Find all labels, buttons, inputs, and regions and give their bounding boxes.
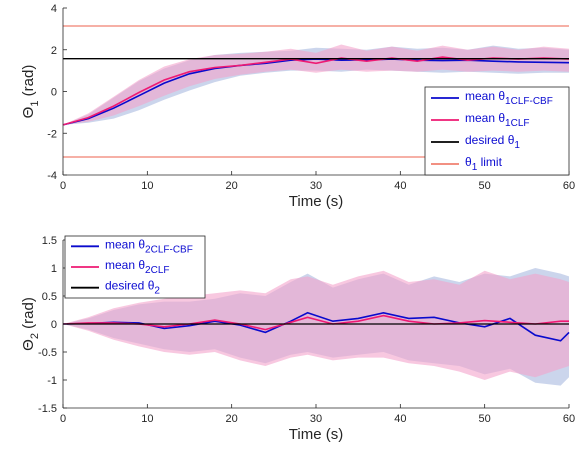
chart-theta2: 0 10 20 30 40 50 60 -1.5 -1 -0.5 0 0.5 1 1.5 Time (s) Θ… <box>20 235 575 443</box>
y-tick-label: -2 <box>47 128 57 140</box>
legend-label-limit: θ1 limit <box>465 155 503 173</box>
legend-label-clf: mean θ2CLF <box>105 258 169 276</box>
x-tick-label: 30 <box>310 413 322 425</box>
legend-subscript: 1CLF-CBF <box>505 96 553 107</box>
legend-subscript: 2 <box>154 286 160 297</box>
x-tick-label: 0 <box>60 413 66 425</box>
y-tick-label: -1 <box>47 375 57 387</box>
y-tick-label: 0 <box>51 87 57 99</box>
x-axis-label: Time (s) <box>289 193 343 210</box>
x-tick-label: 40 <box>394 413 406 425</box>
band-band_clf <box>63 44 569 125</box>
legend-prefix: desired θ <box>105 279 155 293</box>
y-tick-label: -1.5 <box>38 403 57 415</box>
x-tick-label: 30 <box>310 180 322 192</box>
y-axis-label: Θ2 (rad) <box>20 297 41 351</box>
y-tick-label: -0.5 <box>38 347 57 359</box>
y-tick-label: 1 <box>51 263 57 275</box>
y-axis-label-unit: (rad) <box>20 297 37 333</box>
y-tick-label: 0 <box>51 319 57 331</box>
legend-subscript: 1 <box>514 140 520 151</box>
x-tick-label: 60 <box>563 180 575 192</box>
legend-label-desired: desired θ1 <box>465 133 520 151</box>
legend-label-clf: mean θ1CLF <box>465 111 529 129</box>
y-tick-label: 1.5 <box>42 235 57 247</box>
legend-subscript: 1CLF <box>505 118 529 129</box>
y-axis-label-unit: (rad) <box>20 65 37 101</box>
x-tick-label: 10 <box>141 413 153 425</box>
y-tick-label: 2 <box>51 45 57 57</box>
y-axis-label-main: Θ <box>20 339 37 351</box>
legend-label-clf_cbf: mean θ2CLF-CBF <box>105 237 193 255</box>
x-axis-label: Time (s) <box>289 426 343 443</box>
x-tick-label: 0 <box>60 180 66 192</box>
x-tick-label: 20 <box>226 180 238 192</box>
legend-prefix: θ <box>465 155 472 169</box>
x-tick-label: 60 <box>563 413 575 425</box>
y-axis-label-sub: 2 <box>29 333 41 339</box>
legend-prefix: mean θ <box>465 89 505 103</box>
legend-prefix: mean θ <box>105 237 145 251</box>
legend-box <box>424 86 570 176</box>
legend-subscript: 2CLF-CBF <box>145 244 193 255</box>
y-tick-label: -4 <box>47 170 57 182</box>
legend-prefix: mean θ <box>105 258 145 272</box>
x-tick-label: 50 <box>479 413 491 425</box>
x-tick-label: 20 <box>226 413 238 425</box>
legend-subscript: 1 <box>472 162 478 173</box>
x-tick-label: 10 <box>141 180 153 192</box>
x-tick-label: 40 <box>394 180 406 192</box>
legend-prefix: mean θ <box>465 111 505 125</box>
legend-subscript: 2CLF <box>145 265 169 276</box>
legend-suffix: limit <box>477 155 502 169</box>
y-axis-label-sub: 1 <box>29 101 41 107</box>
legend-prefix: desired θ <box>465 133 515 147</box>
legend-label-clf_cbf: mean θ1CLF-CBF <box>465 89 553 107</box>
legend-label-desired: desired θ2 <box>105 279 160 297</box>
series-line-clf <box>62 314 569 331</box>
x-tick-label: 50 <box>479 180 491 192</box>
y-axis-label: Θ1 (rad) <box>20 65 41 119</box>
y-tick-label: 4 <box>51 3 57 15</box>
y-axis-label-main: Θ <box>20 107 37 119</box>
y-tick-label: 0.5 <box>42 291 57 303</box>
